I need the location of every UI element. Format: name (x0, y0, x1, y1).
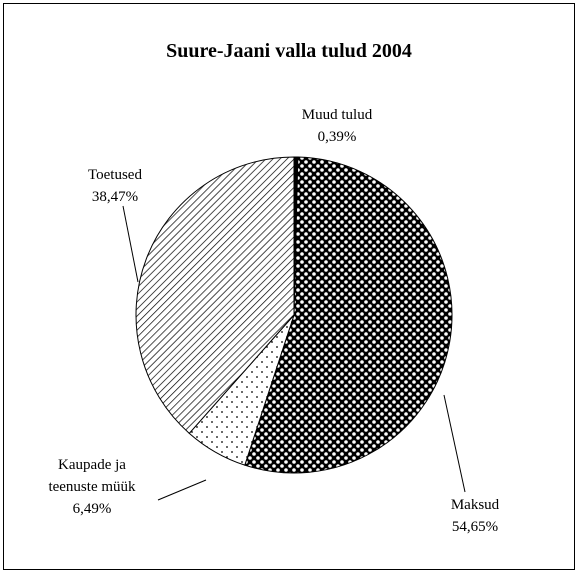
slice-label: Maksud 54,65% (425, 494, 525, 538)
value-label: 54,65% (451, 519, 499, 535)
category-label: Toetused (88, 167, 142, 183)
leader-line (157, 479, 207, 501)
pie-slice (135, 156, 295, 435)
category-label: Muud tulud (301, 107, 373, 123)
value-label: 38,47% (91, 189, 139, 205)
pie (135, 156, 453, 474)
slice-label: Toetused 38,47% (65, 164, 165, 208)
value-label: 0,39% (317, 129, 357, 145)
pie-slice (244, 156, 453, 474)
slice-label: Muud tulud 0,39% (287, 104, 387, 148)
category-label: Maksud (450, 497, 500, 513)
value-label: 6,49% (72, 501, 112, 517)
slice-label: Kaupade ja teenuste müük 6,49% (46, 454, 138, 520)
category-label: Kaupade ja teenuste müük (48, 457, 136, 495)
leader-line (443, 394, 466, 493)
leader-line (122, 205, 139, 283)
chart-title: Suure-Jaani valla tulud 2004 (166, 40, 412, 62)
